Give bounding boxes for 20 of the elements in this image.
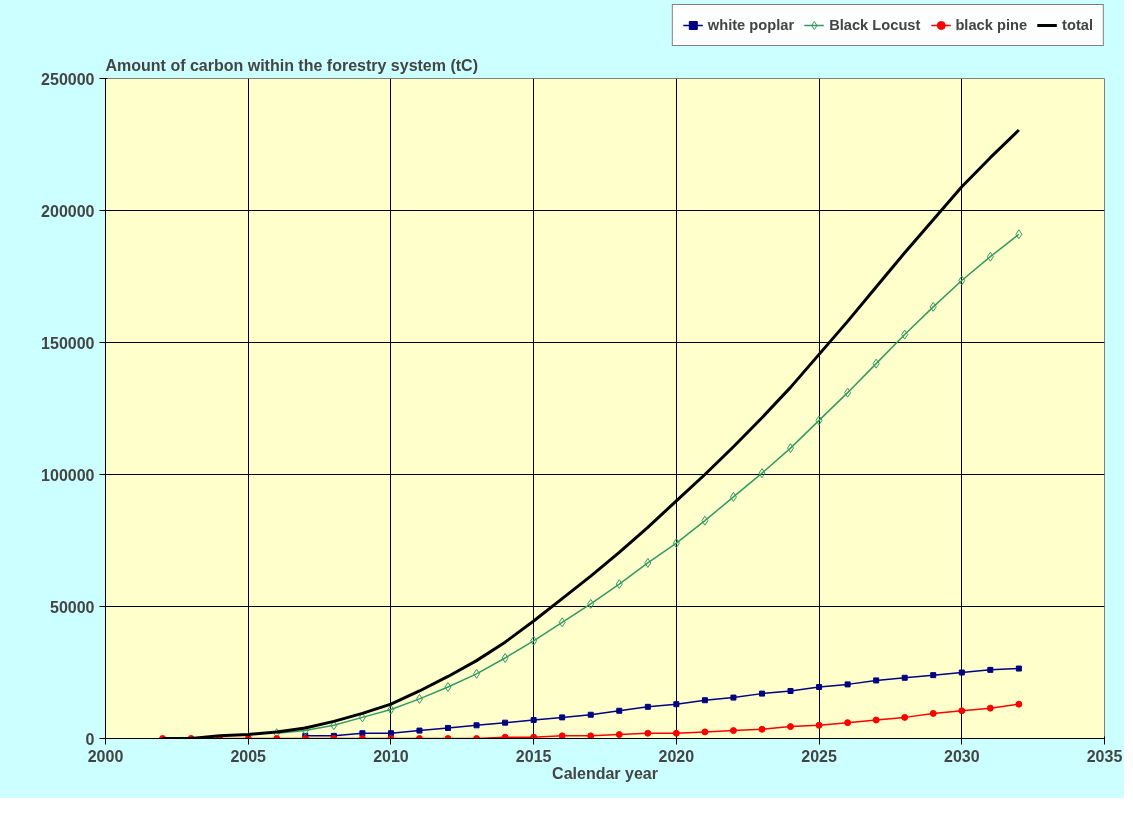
- x-tick-label: 2000: [87, 747, 124, 765]
- x-tick-label: 2030: [943, 747, 980, 765]
- legend-label: total: [1062, 17, 1093, 33]
- legend-label: Black Locust: [829, 17, 921, 33]
- x-tick-label: 2010: [373, 747, 409, 765]
- y-tick-label: 200000: [41, 202, 95, 220]
- legend-label: white poplar: [707, 17, 795, 33]
- x-tick-label: 2005: [230, 747, 267, 765]
- y-tick-label: 250000: [41, 70, 95, 88]
- y-tick-label: 50000: [50, 598, 95, 616]
- x-tick-label: 2015: [515, 747, 552, 765]
- chart-title: Amount of carbon within the forestry system (tC): [105, 56, 478, 74]
- x-tick-label: 2035: [1086, 747, 1123, 765]
- y-tick-label: 0: [85, 730, 95, 748]
- x-axis-title: Calendar year: [552, 764, 658, 782]
- y-tick-label: 100000: [41, 466, 95, 484]
- x-tick-label: 2020: [658, 747, 695, 765]
- y-tick-label: 150000: [41, 334, 95, 352]
- legend-label: black pine: [955, 17, 1028, 33]
- x-tick-label: 2025: [801, 747, 837, 765]
